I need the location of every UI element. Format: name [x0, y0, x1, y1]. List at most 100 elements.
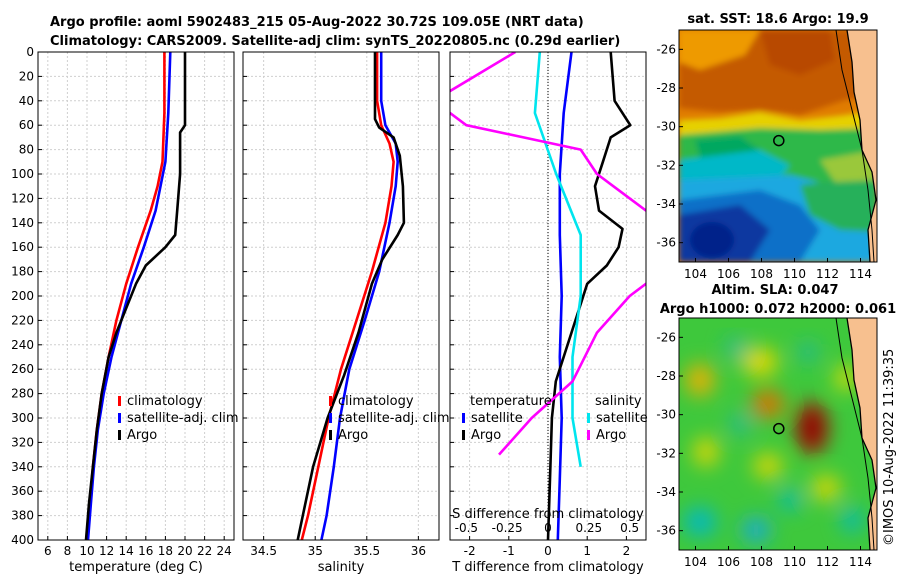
map-y-tick-label: -36	[656, 236, 676, 250]
salinity-legend: climatology satellite-adj. clim Argo	[329, 394, 450, 443]
y-tick-label: 400	[11, 533, 34, 547]
sst-map-box	[678, 29, 878, 263]
y-tick-label: 380	[11, 509, 34, 523]
x-tick-label: 0	[544, 544, 552, 558]
legend-satellite: satellite-adj. clim	[127, 411, 239, 426]
t-difference-label: T difference from climatology	[451, 560, 644, 575]
legend-argo: Argo	[338, 428, 368, 443]
legend-climatology: climatology	[127, 394, 203, 409]
imos-watermark: ©IMOS 10-Aug-2022 11:39:35	[882, 349, 897, 546]
sla-coastline	[846, 318, 877, 550]
s-tick-label: 0	[544, 521, 552, 535]
y-tick-label: 20	[19, 69, 34, 83]
legend-s-satellite: satellite	[596, 411, 648, 426]
argo-position-marker	[773, 134, 785, 147]
x-tick-label: 18	[158, 544, 173, 558]
map-x-tick-label: 114	[849, 555, 872, 569]
y-tick-label: 40	[19, 94, 34, 108]
x-tick-label: 36	[411, 544, 426, 558]
map-x-tick-label: 104	[684, 267, 707, 281]
salinity-panel: 34.5 35 35.5 36 salinity climatology satell…	[242, 51, 450, 575]
x-tick-label: 35.5	[353, 544, 380, 558]
x-tick-label: 35	[308, 544, 323, 558]
x-tick-label: -2	[464, 544, 476, 558]
sst-map-title: sat. SST: 18.6 Argo: 19.9	[687, 12, 868, 27]
map-x-tick-label: 112	[816, 555, 839, 569]
x-tick-label: 14	[119, 544, 134, 558]
map-x-tick-label: 112	[816, 267, 839, 281]
x-tick-label: 34.5	[250, 544, 277, 558]
y-tick-label: 360	[11, 484, 34, 498]
map-x-tick-label: 108	[750, 555, 773, 569]
temperature-ticks: 6 8 10 12 14 16 18 20 22 240204060801001201401601…	[11, 45, 232, 558]
legend-swatch-climatology	[118, 396, 121, 406]
argo-position-marker	[773, 422, 785, 435]
legend-t-satellite: satellite	[471, 411, 523, 426]
legend-salinity-title: salinity	[595, 394, 642, 409]
x-tick-label: 1	[583, 544, 591, 558]
salinity-xlabel: salinity	[318, 560, 365, 575]
salinity-lines	[296, 52, 406, 540]
map-y-tick-label: -26	[656, 330, 676, 344]
temperature-grid	[38, 51, 234, 541]
legend-satellite: satellite-adj. clim	[338, 411, 450, 426]
salinity-satellite-adj-clim-line	[320, 52, 400, 540]
y-tick-label: 80	[19, 143, 34, 157]
y-tick-label: 300	[11, 411, 34, 425]
difference-lines	[450, 52, 646, 540]
sst-field	[679, 30, 877, 262]
legend-swatch-t-satellite	[462, 413, 465, 423]
map-x-tick-label: 106	[717, 555, 740, 569]
legend-swatch-s-satellite	[587, 413, 590, 423]
legend-t-argo: Argo	[471, 428, 501, 443]
s-difference-label: S difference from climatology	[452, 507, 644, 522]
y-tick-label: 160	[11, 240, 34, 254]
y-tick-label: 280	[11, 387, 34, 401]
s-tick-label: -0.5	[455, 521, 478, 535]
sst-map-ticks: 104 106 108 110 112 114 -26 -28 -30 -32 -34 -36	[656, 42, 872, 281]
map-y-tick-label: -28	[656, 81, 676, 95]
difference-legend: temperature satellite Argo salinity sate…	[462, 394, 648, 443]
legend-argo: Argo	[127, 428, 157, 443]
temperature-legend: climatology satellite-adj. clim Argo	[118, 394, 239, 443]
map-x-tick-label: 114	[849, 267, 872, 281]
legend-swatch-t-argo	[462, 430, 465, 440]
salinity-ticks: 34.5 35 35.5 36	[243, 51, 426, 558]
x-tick-label: 16	[138, 544, 153, 558]
y-tick-label: 320	[11, 435, 34, 449]
legend-swatch-s-argo	[587, 430, 590, 440]
temperature-satellite-adj-clim-line	[86, 52, 172, 540]
difference-panel: -2 -1 0 1 2 -0.5 -0.25 0 0.25 0.5 S difference f…	[449, 51, 648, 575]
temperature-panel: 6 8 10 12 14 16 18 20 22 240204060801001201401601…	[11, 45, 239, 575]
s-diff-s-argo-line	[450, 52, 646, 456]
y-tick-label: 120	[11, 191, 34, 205]
sla-map-ticks: 104 106 108 110 112 114 -26 -28 -30 -32 -34 -36	[656, 330, 872, 569]
s-diff-s-satellite-line	[533, 52, 583, 468]
header-line-1: Argo profile: aoml 5902483_215 05-Aug-20…	[50, 15, 584, 30]
map-x-tick-label: 110	[783, 267, 806, 281]
y-tick-label: 200	[11, 289, 34, 303]
temperature-lines	[84, 52, 187, 540]
x-tick-label: -1	[503, 544, 515, 558]
y-tick-label: 0	[26, 45, 34, 59]
map-x-tick-label: 110	[783, 555, 806, 569]
sla-field	[684, 338, 862, 542]
temperature-xlabel: temperature (deg C)	[69, 560, 203, 575]
salinity-argo-line	[296, 52, 406, 540]
x-tick-label: 12	[99, 544, 114, 558]
map-y-tick-label: -34	[656, 197, 676, 211]
legend-swatch-climatology	[329, 396, 332, 406]
y-tick-label: 260	[11, 362, 34, 376]
sst-map: 104 106 108 110 112 114 -26 -28 -30 -32 -34 -36	[656, 29, 878, 281]
x-tick-label: 24	[217, 544, 232, 558]
map-y-tick-label: -36	[656, 524, 676, 538]
s-difference-ticks: -0.5 -0.25 0 0.25 0.5	[455, 521, 640, 535]
sla-map-box	[678, 317, 878, 551]
sla-map: 104 106 108 110 112 114 -26 -28 -30 -32 -34 -36	[656, 317, 878, 569]
map-y-tick-label: -30	[656, 408, 676, 422]
difference-ticks: -2 -1 0 1 2	[450, 51, 630, 558]
map-x-tick-label: 104	[684, 555, 707, 569]
sst-coastline	[846, 30, 877, 262]
x-tick-label: 8	[64, 544, 72, 558]
temperature-argo-line	[84, 52, 187, 540]
